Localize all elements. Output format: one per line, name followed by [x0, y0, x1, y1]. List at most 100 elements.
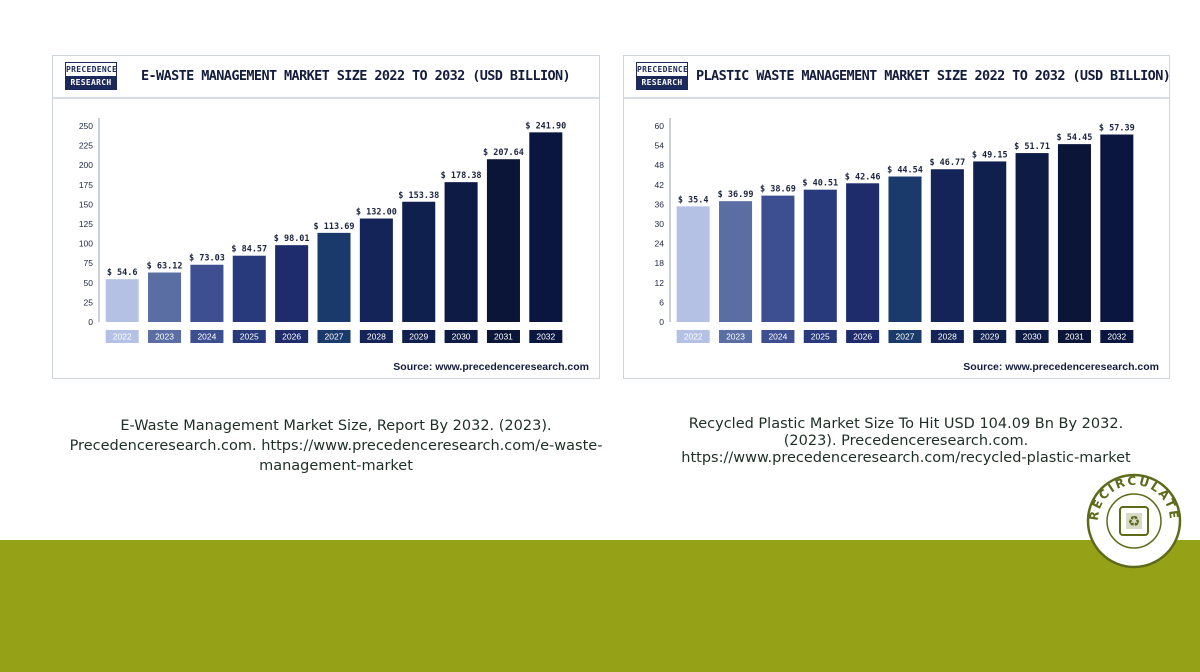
x-tick-background [761, 330, 795, 343]
x-tick-background [1100, 330, 1134, 343]
x-tick-label: 2028 [367, 332, 386, 342]
x-tick-label: 2029 [980, 332, 999, 342]
bar-2028 [930, 169, 964, 322]
data-label: $ 178.38 [441, 171, 482, 181]
y-tick-label: 75 [84, 258, 94, 268]
y-tick-label: 100 [79, 239, 93, 249]
x-tick-background [846, 330, 880, 343]
x-tick-background [1057, 330, 1091, 343]
x-tick-label: 2025 [811, 332, 830, 342]
ewaste-bar-chart: 0 25 50 75 100 125 150 175 200 225 250 $ 54.6 2022 $ … [79, 118, 566, 343]
x-tick-label: 2022 [684, 332, 703, 342]
x-tick-background [529, 330, 563, 343]
precedence-research-logo: PRECEDENCE RESEARCH [636, 62, 688, 90]
bar-2024 [761, 195, 795, 322]
bar-2031 [486, 159, 520, 322]
y-tick-label: 60 [655, 121, 665, 131]
x-tick-background [1015, 330, 1049, 343]
x-tick-label: 2022 [113, 332, 132, 342]
plastic-bar-chart: 0 6 12 18 24 30 36 42 48 54 60 $ 35.4 2022 $ 36.99 202… [655, 118, 1135, 343]
y-tick-label: 0 [659, 317, 664, 327]
y-tick-label: 24 [655, 239, 665, 249]
x-tick-label: 2026 [853, 332, 872, 342]
chart-card-ewaste: PRECEDENCE RESEARCH E-WASTE MANAGEMENT M… [52, 55, 600, 379]
bar-2029 [402, 201, 436, 322]
data-label: $ 113.69 [314, 222, 355, 232]
bar-2026 [275, 245, 309, 322]
data-label: $ 73.03 [189, 254, 225, 264]
x-tick-background [973, 330, 1007, 343]
data-label: $ 241.90 [525, 121, 566, 131]
data-label: $ 132.00 [356, 208, 397, 218]
data-label: $ 57.39 [1099, 124, 1135, 134]
chart-header: PRECEDENCE RESEARCH PLASTIC WASTE MANAGE… [624, 56, 1171, 99]
y-tick-label: 225 [79, 141, 93, 151]
data-label: $ 54.6 [107, 268, 138, 278]
bar-2030 [1015, 153, 1049, 322]
x-tick-label: 2030 [1023, 332, 1042, 342]
data-label: $ 49.15 [972, 150, 1008, 160]
badge-outer-ring [1086, 473, 1182, 569]
chart-title: PLASTIC WASTE MANAGEMENT MARKET SIZE 202… [696, 68, 1171, 84]
data-label: $ 36.99 [718, 190, 754, 200]
chart-source: Source: www.precedenceresearch.com [393, 361, 589, 373]
footer-band [0, 540, 1200, 672]
x-tick-label: 2023 [726, 332, 745, 342]
bar-2023 [148, 272, 182, 322]
x-tick-background [719, 330, 753, 343]
data-label: $ 207.64 [483, 148, 524, 158]
y-tick-label: 30 [655, 219, 665, 229]
y-tick-label: 200 [79, 160, 93, 170]
data-label: $ 42.46 [845, 172, 881, 182]
y-tick-label: 42 [655, 180, 665, 190]
x-tick-background [190, 330, 224, 343]
bar-2022 [105, 279, 139, 322]
data-label: $ 44.54 [887, 166, 923, 176]
x-tick-label: 2024 [197, 332, 216, 342]
x-tick-label: 2032 [536, 332, 555, 342]
data-label: $ 38.69 [760, 185, 796, 195]
data-label: $ 98.01 [274, 234, 310, 244]
y-tick-label: 125 [79, 219, 93, 229]
x-tick-label: 2023 [155, 332, 174, 342]
citation-plastic: Recycled Plastic Market Size To Hit USD … [681, 416, 1131, 466]
x-tick-label: 2025 [240, 332, 259, 342]
y-tick-label: 250 [79, 121, 93, 131]
y-tick-label: 54 [655, 141, 665, 151]
x-tick-background [317, 330, 351, 343]
chart-title: E-WASTE MANAGEMENT MARKET SIZE 2022 TO 2… [141, 68, 571, 84]
x-tick-label: 2028 [938, 332, 957, 342]
x-tick-background [444, 330, 478, 343]
data-label: $ 153.38 [398, 191, 439, 201]
x-tick-label: 2024 [768, 332, 787, 342]
y-tick-label: 0 [88, 317, 93, 327]
bar-2025 [232, 255, 266, 322]
data-label: $ 51.71 [1014, 142, 1050, 152]
x-tick-background [486, 330, 520, 343]
bar-2023 [719, 201, 753, 322]
precedence-research-logo: PRECEDENCE RESEARCH [65, 62, 117, 90]
y-tick-label: 18 [655, 258, 665, 268]
svg-text:♻: ♻ [1128, 514, 1141, 530]
bar-2025 [803, 189, 837, 322]
x-tick-label: 2031 [494, 332, 513, 342]
bar-2032 [529, 132, 563, 322]
chart-card-plastic: PRECEDENCE RESEARCH PLASTIC WASTE MANAGE… [623, 55, 1171, 379]
x-tick-background [275, 330, 309, 343]
badge-inner-ring [1106, 493, 1162, 549]
x-tick-background [232, 330, 266, 343]
data-label: $ 40.51 [802, 179, 838, 189]
bar-2024 [190, 264, 224, 322]
y-tick-label: 6 [659, 297, 664, 307]
bar-2030 [444, 182, 478, 322]
x-tick-background [930, 330, 964, 343]
bar-2027 [317, 232, 351, 322]
y-tick-label: 150 [79, 199, 93, 209]
y-tick-label: 48 [655, 160, 665, 170]
x-tick-background [888, 330, 922, 343]
y-tick-label: 12 [655, 278, 665, 288]
x-tick-label: 2032 [1107, 332, 1126, 342]
data-label: $ 46.77 [929, 158, 965, 168]
y-tick-label: 36 [655, 199, 665, 209]
x-tick-label: 2031 [1065, 332, 1084, 342]
